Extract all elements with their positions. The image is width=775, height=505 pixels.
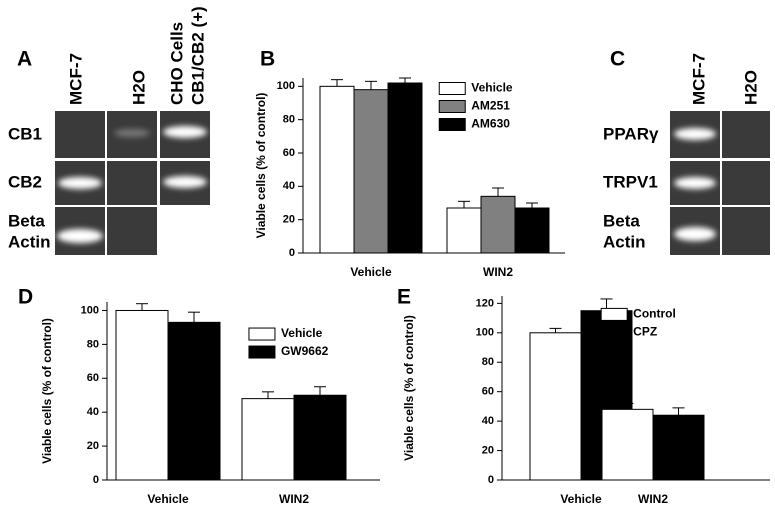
row-label: TRPV1 [603,172,658,191]
legend-swatch [248,345,276,359]
legend-swatch [438,82,466,95]
y-tick-label: 0 [488,474,494,486]
y-tick-label: 60 [87,372,99,384]
legend-label: GW9662 [281,344,329,358]
legend-swatch [600,307,628,321]
row-label: Beta [603,211,640,230]
row-label: Actin [603,232,646,251]
panel-label: E [397,286,411,309]
legend-label: CPZ [633,325,657,339]
y-axis-label: Viable cells (% of control) [402,315,416,461]
legend-label: AM630 [471,117,510,131]
legend-label: Vehicle [471,81,513,95]
row-label: CB1 [8,124,42,143]
row-label: PPARγ [603,124,659,143]
y-tick-label: 100 [277,80,295,92]
lane-label: CB1/CB2 (+) [188,6,207,105]
legend-label: AM251 [471,99,510,113]
x-tick-label: Vehicle [560,492,602,505]
y-tick-label: 80 [87,338,99,350]
bar [514,207,550,254]
bar [480,195,516,254]
bar [387,82,423,254]
y-tick-label: 40 [482,415,494,427]
bar [446,207,482,254]
y-tick-label: 100 [81,304,99,316]
bar [601,408,654,481]
lane-label: H2O [741,70,760,105]
legend-swatch [438,118,466,131]
legend-swatch [438,100,466,113]
legend-label: Control [633,307,676,321]
y-tick-label: 80 [283,114,295,126]
x-tick-label: WIN2 [638,492,668,505]
legend-swatch [600,325,628,339]
panel-label: C [610,48,625,71]
y-tick-label: 20 [482,444,494,456]
y-tick-label: 0 [93,474,99,486]
legend-swatch [248,327,276,341]
bar [115,309,169,481]
bar [293,394,347,481]
row-label: Actin [8,232,51,251]
gel-a [55,111,210,255]
y-tick-label: 60 [482,386,494,398]
bar [241,398,295,481]
row-label: Beta [8,211,45,230]
bar [353,89,389,254]
panel-label: A [17,48,32,71]
lane-label: MCF-7 [66,53,85,105]
bar [529,332,582,481]
x-tick-label: WIN2 [483,265,513,279]
panel-label: B [260,48,275,71]
lane-label: CHO Cells [167,22,186,105]
x-tick-label: Vehicle [147,492,189,505]
panel-label: D [18,286,33,309]
x-tick-label: WIN2 [279,492,309,505]
bar [652,414,705,481]
y-tick-label: 120 [476,297,494,309]
y-tick-label: 100 [476,327,494,339]
y-tick-label: 60 [283,147,295,159]
y-tick-label: 80 [482,356,494,368]
bar [167,321,221,481]
legend-label: Vehicle [281,326,323,340]
gel-c [670,111,770,255]
lane-label: H2O [129,70,148,105]
y-tick-label: 20 [87,440,99,452]
y-tick-label: 20 [283,214,295,226]
x-tick-label: Vehicle [350,265,392,279]
y-axis-label: Viable cells (% of control) [254,93,268,239]
y-axis-label: Viable cells (% of control) [40,318,54,464]
row-label: CB2 [8,172,42,191]
y-tick-label: 0 [289,247,295,259]
lane-label: MCF-7 [689,53,708,105]
y-tick-label: 40 [283,180,295,192]
bar [319,85,355,254]
y-tick-label: 40 [87,406,99,418]
